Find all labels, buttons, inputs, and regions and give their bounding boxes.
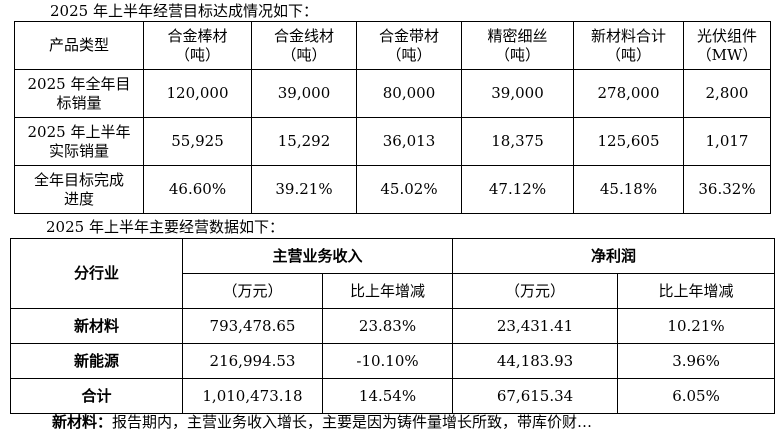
table-row: 合计 1,010,473.18 14.54% 67,615.34 6.05% (10, 378, 776, 414)
table-cell: 36,013 (356, 117, 462, 166)
header-pv-module: 光伏组件 （MW） (683, 21, 771, 70)
row-label: 2025 年全年目 标销量 (14, 69, 144, 118)
header-industry: 分行业 (10, 238, 183, 309)
table-cell: 793,478.65 (182, 308, 323, 344)
table-cell: 120,000 (143, 69, 252, 118)
subheader-profit-change: 比上年增减 (617, 273, 776, 309)
table-cell: 125,605 (573, 117, 684, 166)
row-label: 新能源 (10, 343, 183, 379)
table-cell: 6.05% (617, 378, 776, 414)
table-header-row: 分行业 主营业务收入 净利润 (10, 238, 776, 309)
header-new-material-total: 新材料合计 （吨） (573, 21, 684, 70)
section-caption-targets: 2025 年上半年经营目标达成情况如下： (50, 2, 318, 20)
table-row: 2025 年上半年 实际销量 55,925 15,292 36,013 18,37… (14, 117, 771, 166)
header-net-profit: 净利润 (452, 238, 776, 274)
row-label: 新材料 (10, 308, 183, 344)
table-cell: 47.12% (461, 165, 574, 214)
table-cell: 1,010,473.18 (182, 378, 323, 414)
targets-table: 产品类型 合金棒材 （吨） 合金线材 （吨） 合金带材 （吨） 精密细丝 （吨） 新材料… (14, 21, 771, 214)
row-label: 全年目标完成 进度 (14, 165, 144, 214)
table-cell: 2,800 (683, 69, 771, 118)
table-row: 新材料 793,478.65 23.83% 23,431.41 10.21% (10, 308, 776, 344)
row-label: 合计 (10, 378, 183, 414)
table-cell: 3.96% (617, 343, 776, 379)
table-cell: 80,000 (356, 69, 462, 118)
table-cell: 14.54% (321, 378, 454, 414)
table-cell: 39,000 (251, 69, 357, 118)
header-alloy-bar: 合金棒材 （吨） (143, 21, 252, 70)
header-main-revenue: 主营业务收入 (181, 238, 454, 274)
table-cell: 23.83% (321, 308, 454, 344)
header-product-type: 产品类型 (14, 21, 144, 70)
subheader-profit-unit: （万元） (452, 273, 619, 309)
footer-paragraph-cut: 新材料：报告期内，主营业务收入增长，主要是因为铸件量增长所致，带库价财… (52, 413, 592, 431)
row-label: 2025 年上半年 实际销量 (14, 117, 144, 166)
table-cell: 216,994.53 (182, 343, 323, 379)
table-cell: 67,615.34 (452, 378, 619, 414)
table-row: 新能源 216,994.53 -10.10% 44,183.93 3.96% (10, 343, 776, 379)
table-cell: 45.18% (573, 165, 684, 214)
table-cell: 10.21% (617, 308, 776, 344)
table-cell: -10.10% (321, 343, 454, 379)
header-alloy-strip: 合金带材 （吨） (356, 21, 462, 70)
table-row: 2025 年全年目 标销量 120,000 39,000 80,000 39,00… (14, 69, 771, 118)
table-cell: 46.60% (143, 165, 252, 214)
table-cell: 18,375 (461, 117, 574, 166)
table-cell: 36.32% (683, 165, 771, 214)
table-header-row: 产品类型 合金棒材 （吨） 合金线材 （吨） 合金带材 （吨） 精密细丝 （吨） 新材料… (14, 21, 771, 70)
table-cell: 1,017 (683, 117, 771, 166)
table-cell: 15,292 (251, 117, 357, 166)
subheader-revenue-change: 比上年增减 (321, 273, 454, 309)
table-cell: 39.21% (251, 165, 357, 214)
table-cell: 44,183.93 (452, 343, 619, 379)
table-cell: 278,000 (573, 69, 684, 118)
section-caption-operations: 2025 年上半年主要经营数据如下： (46, 218, 284, 236)
table-subheader-row: （万元） 比上年增减 （万元） 比上年增减 (11, 273, 776, 309)
table-cell: 45.02% (356, 165, 462, 214)
header-alloy-wire: 合金线材 （吨） (251, 21, 357, 70)
table-row: 全年目标完成 进度 46.60% 39.21% 45.02% 47.12% 45.… (14, 165, 771, 214)
footer-text: 报告期内，主营业务收入增长，主要是因为铸件量增长所致，带库价财… (112, 413, 593, 431)
table-cell: 23,431.41 (452, 308, 619, 344)
footer-bold-label: 新材料： (52, 413, 113, 431)
table-cell: 39,000 (461, 69, 574, 118)
table-cell: 55,925 (143, 117, 252, 166)
header-precision-wire: 精密细丝 （吨） (461, 21, 574, 70)
subheader-revenue-unit: （万元） (182, 273, 323, 309)
operations-table: 分行业 主营业务收入 净利润 （万元） 比上年增减 （万元） 比上年增减 新材料… (10, 238, 776, 414)
